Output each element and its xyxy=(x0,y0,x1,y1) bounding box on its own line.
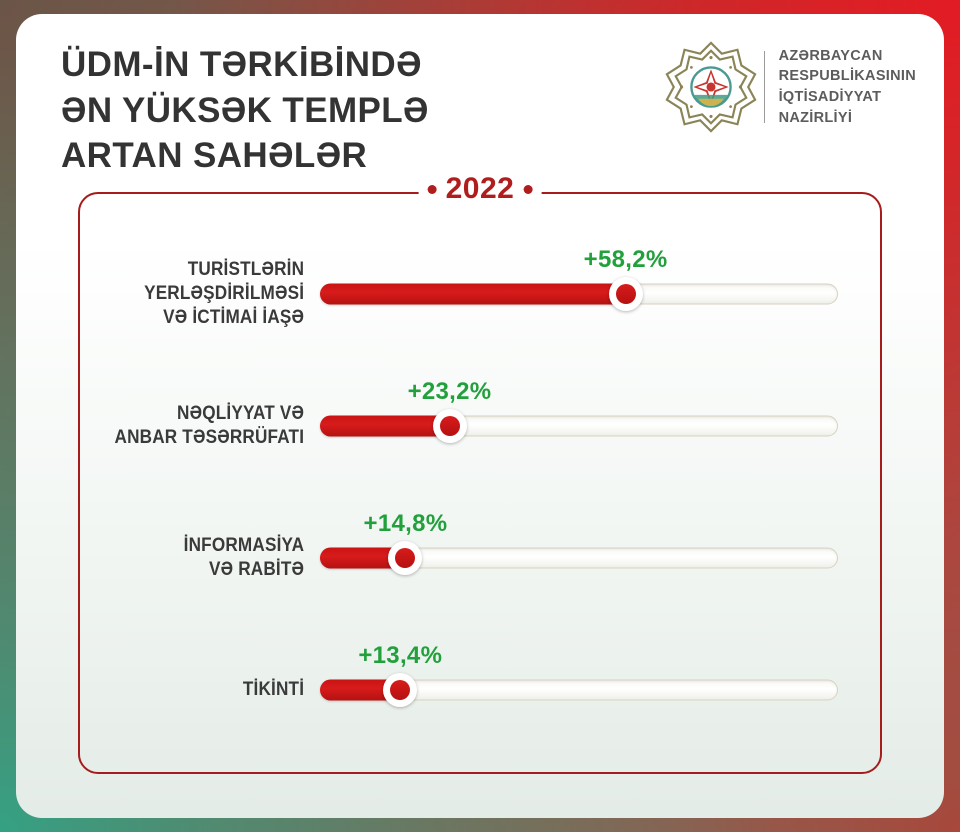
slider[interactable]: +14,8% xyxy=(320,506,838,611)
chart-rows: TURİSTLƏRİN YERLƏŞDİRİLMƏSİ VƏ İCTİMAİ İ… xyxy=(80,228,880,756)
value-label: +13,4% xyxy=(358,642,443,669)
slider[interactable]: +13,4% xyxy=(320,638,838,743)
infographic-card: ÜDM-İN TƏRKİBİNDƏ ƏN YÜKSƏK TEMPLƏ ARTAN… xyxy=(16,14,944,818)
value-label: +58,2% xyxy=(583,246,668,273)
slider-fill xyxy=(320,415,450,437)
chart-row: NƏQLİYYAT VƏ ANBAR TƏSƏRRÜFATI +23,2% xyxy=(80,374,880,479)
year-dot-left xyxy=(427,184,437,194)
slider-knob[interactable] xyxy=(608,277,643,311)
header: ÜDM-İN TƏRKİBİNDƏ ƏN YÜKSƏK TEMPLƏ ARTAN… xyxy=(16,14,944,184)
category-label: NƏQLİYYAT VƏ ANBAR TƏSƏRRÜFATI xyxy=(114,402,305,448)
category-label: TİKİNTİ xyxy=(242,678,305,701)
value-label: +14,8% xyxy=(363,510,448,537)
azerbaijan-ministry-emblem-icon xyxy=(665,41,757,133)
chart-row: TİKİNTİ +13,4% xyxy=(80,638,880,743)
page-title: ÜDM-İN TƏRKİBİNDƏ ƏN YÜKSƏK TEMPLƏ ARTAN… xyxy=(61,45,429,175)
chart-row: TURİSTLƏRİN YERLƏŞDİRİLMƏSİ VƏ İCTİMAİ İ… xyxy=(80,242,880,347)
year-label: 2022 xyxy=(445,172,515,205)
slider[interactable]: +58,2% xyxy=(320,242,838,347)
slider[interactable]: +23,2% xyxy=(320,374,838,479)
ministry-logo: AZƏRBAYCAN RESPUBLİKASININ İQTİSADİYYAT … xyxy=(662,38,916,136)
logo-text: AZƏRBAYCAN RESPUBLİKASININ İQTİSADİYYAT … xyxy=(778,47,916,126)
category-label: TURİSTLƏRİN YERLƏŞDİRİLMƏSİ VƏ İCTİMAİ İ… xyxy=(144,258,305,328)
slider-knob[interactable] xyxy=(383,673,418,707)
slider-knob[interactable] xyxy=(388,541,423,575)
chart-panel: 2022 TURİSTLƏRİN YERLƏŞDİRİLMƏSİ VƏ İCTİ… xyxy=(78,174,882,774)
category-label: İNFORMASİYA VƏ RABİTƏ xyxy=(183,534,305,580)
value-label: +23,2% xyxy=(407,378,492,405)
year-dot-right xyxy=(523,184,533,194)
year-badge: 2022 xyxy=(418,172,542,205)
slider-fill xyxy=(320,679,401,701)
chart-row: İNFORMASİYA VƏ RABİTƏ +14,8% xyxy=(80,506,880,611)
slider-fill xyxy=(320,283,626,305)
slider-knob[interactable] xyxy=(432,409,467,443)
slider-fill xyxy=(320,547,406,569)
logo-divider xyxy=(763,51,765,123)
